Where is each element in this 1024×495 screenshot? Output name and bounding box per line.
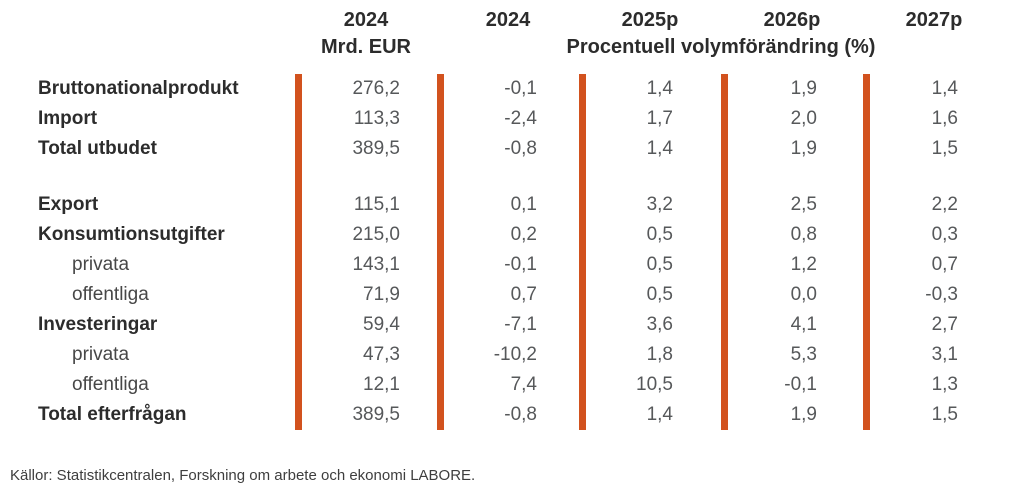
cell-value: 3,2 [579, 190, 721, 220]
cell-value: 1,9 [721, 134, 863, 164]
cell-value: 1,4 [579, 134, 721, 164]
cell-value: 2,2 [863, 190, 1005, 220]
cell-value: 1,4 [579, 400, 721, 430]
cell-value: 71,9 [295, 280, 437, 310]
cell-value: 59,4 [295, 310, 437, 340]
row-label: Konsumtionsutgifter [38, 224, 225, 245]
cell-value: -0,8 [437, 134, 579, 164]
row-label: privata [72, 344, 130, 365]
cell-value: 1,9 [721, 400, 863, 430]
cell-empty [295, 164, 437, 190]
cell-value: 12,1 [295, 370, 437, 400]
cell-value: 0,5 [579, 250, 721, 280]
cell-value: 389,5 [295, 134, 437, 164]
percent-change-header: Procentuell volymförändring (%) [566, 36, 876, 58]
cell-value: 4,1 [721, 310, 863, 340]
row-label-empty [0, 164, 295, 190]
cell-value: 3,6 [579, 310, 721, 340]
row-label: Bruttonationalprodukt [38, 78, 239, 99]
cell-empty [579, 164, 721, 190]
forecast-table: 2024 2024 2025p 2026p 2027p Mrd. EUR Pro… [0, 6, 1024, 430]
cell-value: -2,4 [437, 104, 579, 134]
cell-value: 115,1 [295, 190, 437, 220]
row-label: privata [72, 254, 130, 275]
year-header: 2025p [621, 9, 679, 31]
row-label: Export [38, 194, 99, 215]
cell-value: 10,5 [579, 370, 721, 400]
cell-value: 1,5 [863, 400, 1005, 430]
cell-value: -10,2 [437, 340, 579, 370]
cell-value: -0,1 [721, 370, 863, 400]
cell-empty [437, 164, 579, 190]
cell-value: 1,8 [579, 340, 721, 370]
cell-value: 1,4 [863, 74, 1005, 104]
cell-value: 1,6 [863, 104, 1005, 134]
cell-value: 215,0 [295, 220, 437, 250]
year-header: 2027p [905, 9, 963, 31]
cell-value: 143,1 [295, 250, 437, 280]
cell-value: 0,0 [721, 280, 863, 310]
cell-value: 1,2 [721, 250, 863, 280]
row-label: Total utbudet [38, 138, 157, 159]
cell-value: -0,3 [863, 280, 1005, 310]
cell-value: 0,8 [721, 220, 863, 250]
year-header: 2026p [763, 9, 821, 31]
year-header: 2024 [343, 9, 389, 31]
cell-value: 47,3 [295, 340, 437, 370]
cell-value: 0,7 [863, 250, 1005, 280]
cell-value: 389,5 [295, 400, 437, 430]
cell-value: 0,5 [579, 220, 721, 250]
cell-value: 276,2 [295, 74, 437, 104]
corner-spacer [0, 34, 295, 60]
cell-value: 1,9 [721, 74, 863, 104]
cell-value: -0,1 [437, 250, 579, 280]
row-label: Total efterfrågan [38, 404, 187, 425]
cell-value: 3,1 [863, 340, 1005, 370]
corner-spacer [0, 6, 295, 34]
cell-value: 0,1 [437, 190, 579, 220]
header-body-gap [0, 60, 1005, 74]
unit-header: Mrd. EUR [321, 36, 411, 58]
cell-empty [863, 164, 1005, 190]
cell-empty [721, 164, 863, 190]
row-label: Import [38, 108, 98, 129]
cell-value: 1,5 [863, 134, 1005, 164]
year-header: 2024 [485, 9, 531, 31]
cell-value: 2,0 [721, 104, 863, 134]
cell-value: -0,8 [437, 400, 579, 430]
cell-value: 7,4 [437, 370, 579, 400]
cell-value: -7,1 [437, 310, 579, 340]
cell-value: 1,3 [863, 370, 1005, 400]
cell-value: 1,4 [579, 74, 721, 104]
cell-value: -0,1 [437, 74, 579, 104]
source-note: Källor: Statistikcentralen, Forskning om… [10, 467, 476, 484]
row-label: offentliga [72, 284, 149, 305]
cell-value: 0,3 [863, 220, 1005, 250]
cell-value: 2,5 [721, 190, 863, 220]
cell-value: 0,2 [437, 220, 579, 250]
cell-value: 2,7 [863, 310, 1005, 340]
cell-value: 0,7 [437, 280, 579, 310]
cell-value: 113,3 [295, 104, 437, 134]
cell-value: 0,5 [579, 280, 721, 310]
cell-value: 1,7 [579, 104, 721, 134]
row-label: Investeringar [38, 314, 158, 335]
row-label: offentliga [72, 374, 149, 395]
cell-value: 5,3 [721, 340, 863, 370]
